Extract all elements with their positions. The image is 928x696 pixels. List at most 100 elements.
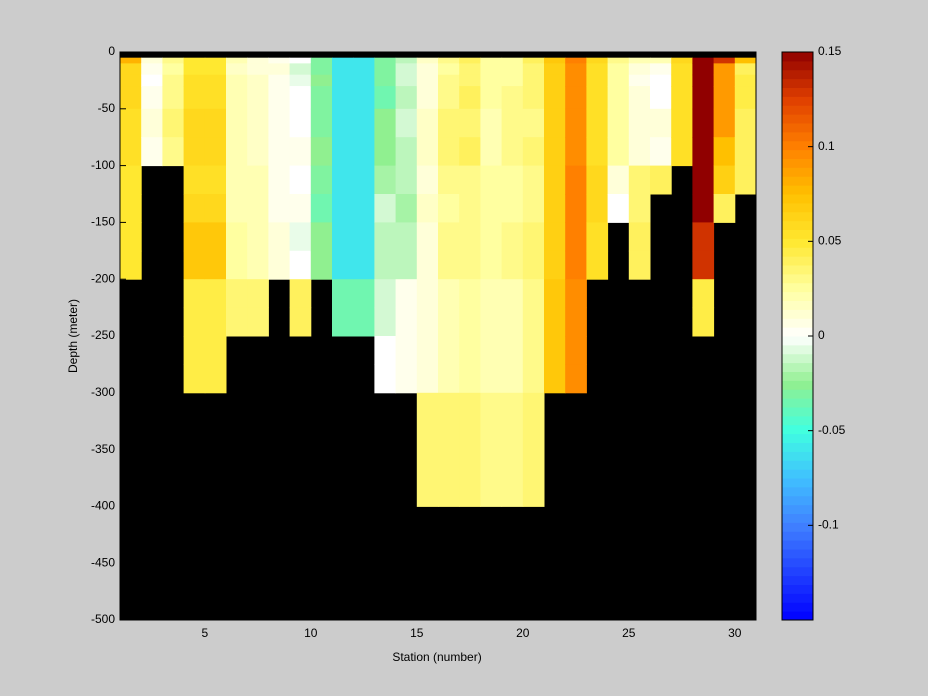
cell: [289, 74, 312, 87]
colorbar-swatch: [782, 114, 813, 124]
cell: [247, 222, 269, 252]
cell: [374, 279, 397, 309]
cell: [607, 74, 630, 87]
cell: [734, 57, 757, 64]
cell: [544, 165, 566, 195]
cell: [565, 194, 587, 223]
cell: [501, 250, 524, 280]
cell: [374, 307, 397, 337]
cell: [671, 74, 693, 87]
cell: [353, 86, 375, 110]
cell: [416, 57, 439, 64]
cell: [565, 74, 587, 87]
x-tick-label: 20: [516, 626, 530, 640]
cell: [459, 222, 481, 252]
cell: [204, 194, 227, 223]
colorbar-swatch: [782, 247, 813, 257]
cell: [650, 108, 672, 138]
cell: [353, 165, 375, 195]
cell: [374, 63, 397, 76]
cell: [480, 222, 503, 252]
y-tick-label: -350: [91, 442, 115, 456]
cell: [268, 108, 291, 138]
cell: [480, 137, 503, 167]
cell: [268, 63, 291, 76]
cell: [395, 222, 418, 252]
cell: [183, 108, 206, 138]
cell: [204, 165, 227, 195]
cell: [332, 279, 354, 309]
cell: [586, 57, 609, 64]
cell: [586, 194, 609, 223]
cell: [713, 57, 736, 64]
cell: [565, 86, 587, 110]
cell: [395, 250, 418, 280]
cell: [501, 364, 524, 394]
cell: [416, 250, 439, 280]
cell: [522, 74, 545, 87]
cell: [586, 250, 609, 280]
cell: [628, 194, 651, 223]
cell: [226, 165, 248, 195]
cell: [480, 108, 503, 138]
cell: [628, 222, 651, 252]
cell: [459, 108, 481, 138]
cell: [268, 57, 291, 64]
cell: [650, 86, 672, 110]
colorbar-tick-label: 0: [818, 328, 825, 342]
cell: [226, 74, 248, 87]
cell: [501, 74, 524, 87]
colorbar-swatch: [782, 504, 813, 514]
cell: [522, 250, 545, 280]
cell: [480, 165, 503, 195]
cell: [734, 108, 757, 138]
cell: [650, 137, 672, 167]
cell: [438, 364, 460, 394]
cell: [544, 279, 566, 309]
cell: [501, 57, 524, 64]
colorbar-swatch: [782, 291, 813, 301]
cell: [671, 86, 693, 110]
cell: [353, 194, 375, 223]
cell: [522, 222, 545, 252]
cell: [141, 108, 163, 138]
colorbar-swatch: [782, 202, 813, 213]
cell: [438, 222, 460, 252]
cell: [289, 194, 312, 223]
colorbar-swatch: [782, 557, 813, 568]
cell: [247, 86, 269, 110]
cell: [353, 137, 375, 167]
cell: [204, 336, 227, 365]
cell: [501, 108, 524, 138]
cell: [310, 137, 333, 167]
cell: [544, 222, 566, 252]
cell: [268, 86, 291, 110]
cell: [289, 57, 312, 64]
cell: [438, 86, 460, 110]
cell: [522, 279, 545, 309]
cell: [310, 57, 333, 64]
colorbar-swatch: [782, 52, 813, 62]
y-tick-label: 0: [108, 44, 115, 58]
colorbar-swatch: [782, 433, 813, 443]
cell: [565, 63, 587, 76]
colorbar-swatch: [782, 158, 813, 168]
cell: [120, 108, 142, 138]
cell: [141, 57, 163, 64]
cell: [650, 74, 672, 87]
cell: [416, 364, 439, 394]
cell: [734, 74, 757, 87]
cell: [565, 165, 587, 195]
cell: [332, 74, 354, 87]
colorbar-swatch: [782, 167, 813, 177]
cell: [332, 57, 354, 64]
cell: [204, 108, 227, 138]
cell: [544, 63, 566, 76]
colorbar-swatch: [782, 282, 813, 293]
y-tick-label: -250: [91, 328, 115, 342]
cell: [247, 250, 269, 280]
cell: [120, 165, 142, 195]
cell: [289, 137, 312, 167]
cell: [734, 63, 757, 76]
cell: [247, 137, 269, 167]
